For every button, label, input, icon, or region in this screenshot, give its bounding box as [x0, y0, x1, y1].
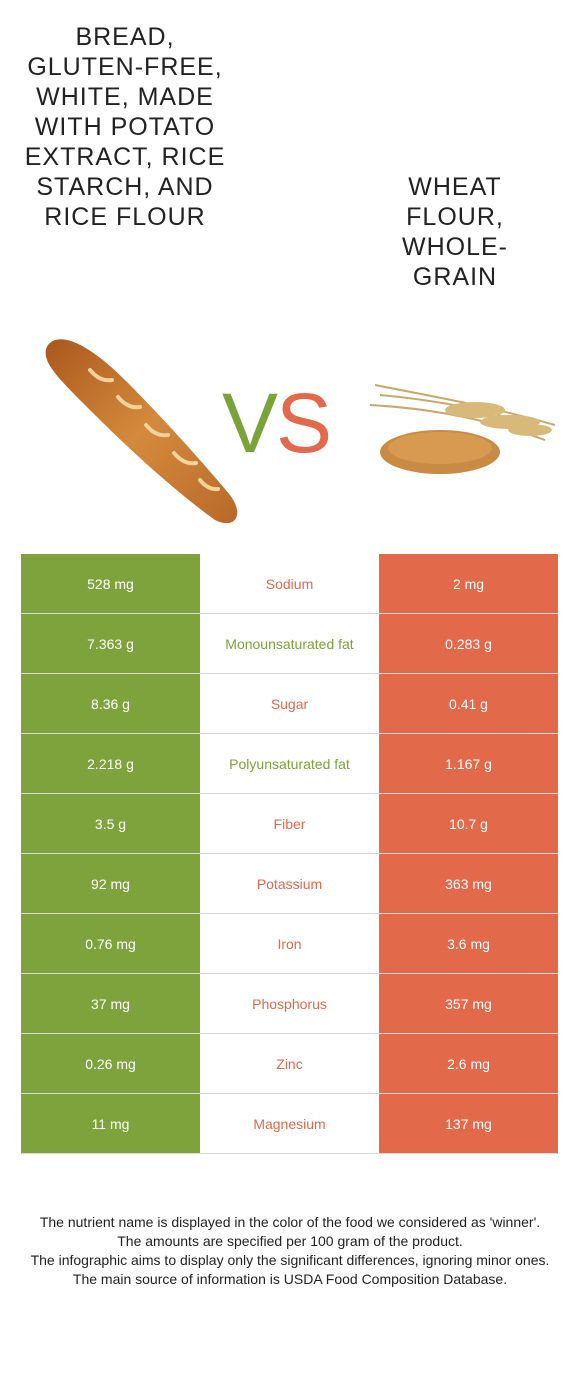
table-row: 0.76 mg Iron 3.6 mg [21, 914, 558, 974]
nutrient-name: Fiber [200, 794, 379, 854]
nutrient-name: Sodium [200, 554, 379, 614]
nutrient-comparison-table: 528 mg Sodium 2 mg 7.363 g Monounsaturated f… [21, 554, 558, 1154]
left-value: 0.76 mg [21, 914, 200, 974]
right-value: 0.41 g [379, 674, 558, 734]
wheat-grain-image [365, 370, 565, 480]
left-value: 37 mg [21, 974, 200, 1034]
nutrient-name: Iron [200, 914, 379, 974]
footer-line: The infographic aims to display only the… [30, 1252, 550, 1268]
right-value: 2.6 mg [379, 1034, 558, 1094]
right-value: 3.6 mg [379, 914, 558, 974]
nutrient-name: Magnesium [200, 1094, 379, 1154]
table-row: 7.363 g Monounsaturated fat 0.283 g [21, 614, 558, 674]
table-row: 2.218 g Polyunsaturated fat 1.167 g [21, 734, 558, 794]
left-value: 7.363 g [21, 614, 200, 674]
right-value: 1.167 g [379, 734, 558, 794]
left-food-title: BREAD, GLUTEN-FREE, WHITE, MADE WITH POT… [24, 23, 226, 231]
footer-line: The main source of information is USDA F… [72, 1271, 508, 1287]
vs-v: V [222, 376, 278, 470]
right-value: 137 mg [379, 1094, 558, 1154]
left-value: 11 mg [21, 1094, 200, 1154]
right-value: 357 mg [379, 974, 558, 1034]
versus-label: VS [222, 376, 332, 470]
footer-line: The nutrient name is displayed in the co… [39, 1214, 541, 1230]
left-value: 0.26 mg [21, 1034, 200, 1094]
left-value: 92 mg [21, 854, 200, 914]
table-row: 92 mg Potassium 363 mg [21, 854, 558, 914]
nutrient-name: Polyunsaturated fat [200, 734, 379, 794]
table-row: 3.5 g Fiber 10.7 g [21, 794, 558, 854]
table-row: 8.36 g Sugar 0.41 g [21, 674, 558, 734]
footer-notes: The nutrient name is displayed in the co… [18, 1213, 562, 1289]
nutrient-name: Phosphorus [200, 974, 379, 1034]
left-value: 2.218 g [21, 734, 200, 794]
footer-line: The amounts are specified per 100 gram o… [117, 1233, 463, 1249]
right-value: 10.7 g [379, 794, 558, 854]
left-value: 8.36 g [21, 674, 200, 734]
table-row: 0.26 mg Zinc 2.6 mg [21, 1034, 558, 1094]
nutrient-name: Potassium [200, 854, 379, 914]
nutrient-name: Sugar [200, 674, 379, 734]
vs-s: S [276, 376, 332, 470]
nutrient-name: Monounsaturated fat [200, 614, 379, 674]
right-value: 0.283 g [379, 614, 558, 674]
left-value: 528 mg [21, 554, 200, 614]
right-value: 2 mg [379, 554, 558, 614]
left-value: 3.5 g [21, 794, 200, 854]
table-row: 37 mg Phosphorus 357 mg [21, 974, 558, 1034]
table-row: 528 mg Sodium 2 mg [21, 554, 558, 614]
right-value: 363 mg [379, 854, 558, 914]
table-row: 11 mg Magnesium 137 mg [21, 1094, 558, 1154]
baguette-image [30, 325, 250, 540]
right-food-title: WHEAT FLOUR, WHOLE-GRAIN [402, 173, 508, 291]
nutrient-name: Zinc [200, 1034, 379, 1094]
